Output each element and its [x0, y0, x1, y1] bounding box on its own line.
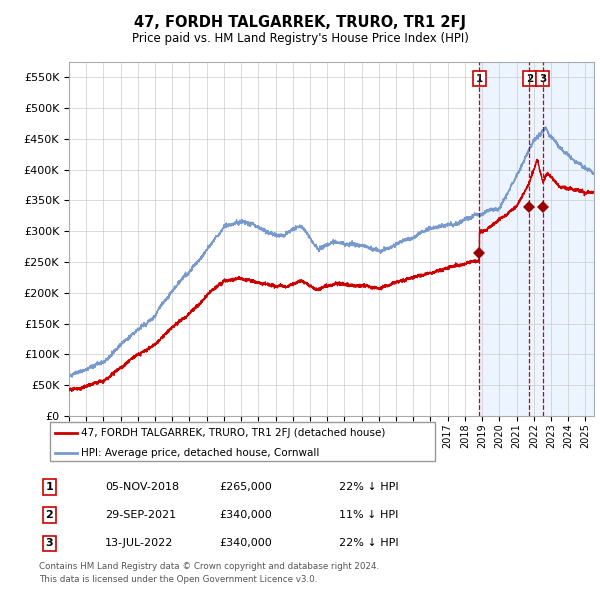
Text: HPI: Average price, detached house, Cornwall: HPI: Average price, detached house, Corn…: [81, 448, 320, 457]
Text: £265,000: £265,000: [219, 482, 272, 491]
Text: 1: 1: [46, 482, 53, 491]
Text: 2: 2: [46, 510, 53, 520]
FancyBboxPatch shape: [50, 422, 435, 461]
Text: This data is licensed under the Open Government Licence v3.0.: This data is licensed under the Open Gov…: [39, 575, 317, 584]
Text: Price paid vs. HM Land Registry's House Price Index (HPI): Price paid vs. HM Land Registry's House …: [131, 32, 469, 45]
Bar: [479, 62, 594, 416]
Text: £340,000: £340,000: [219, 510, 272, 520]
Text: 11% ↓ HPI: 11% ↓ HPI: [339, 510, 398, 520]
Text: 22% ↓ HPI: 22% ↓ HPI: [339, 482, 398, 491]
Text: 22% ↓ HPI: 22% ↓ HPI: [339, 539, 398, 548]
Text: 1: 1: [476, 74, 483, 84]
Text: Contains HM Land Registry data © Crown copyright and database right 2024.: Contains HM Land Registry data © Crown c…: [39, 562, 379, 571]
Text: 3: 3: [46, 539, 53, 548]
Text: 2: 2: [526, 74, 533, 84]
Text: 47, FORDH TALGARREK, TRURO, TR1 2FJ: 47, FORDH TALGARREK, TRURO, TR1 2FJ: [134, 15, 466, 30]
Text: 13-JUL-2022: 13-JUL-2022: [105, 539, 173, 548]
Text: 05-NOV-2018: 05-NOV-2018: [105, 482, 179, 491]
Text: 47, FORDH TALGARREK, TRURO, TR1 2FJ (detached house): 47, FORDH TALGARREK, TRURO, TR1 2FJ (det…: [81, 428, 386, 438]
Text: £340,000: £340,000: [219, 539, 272, 548]
Text: 3: 3: [539, 74, 547, 84]
Text: 29-SEP-2021: 29-SEP-2021: [105, 510, 176, 520]
